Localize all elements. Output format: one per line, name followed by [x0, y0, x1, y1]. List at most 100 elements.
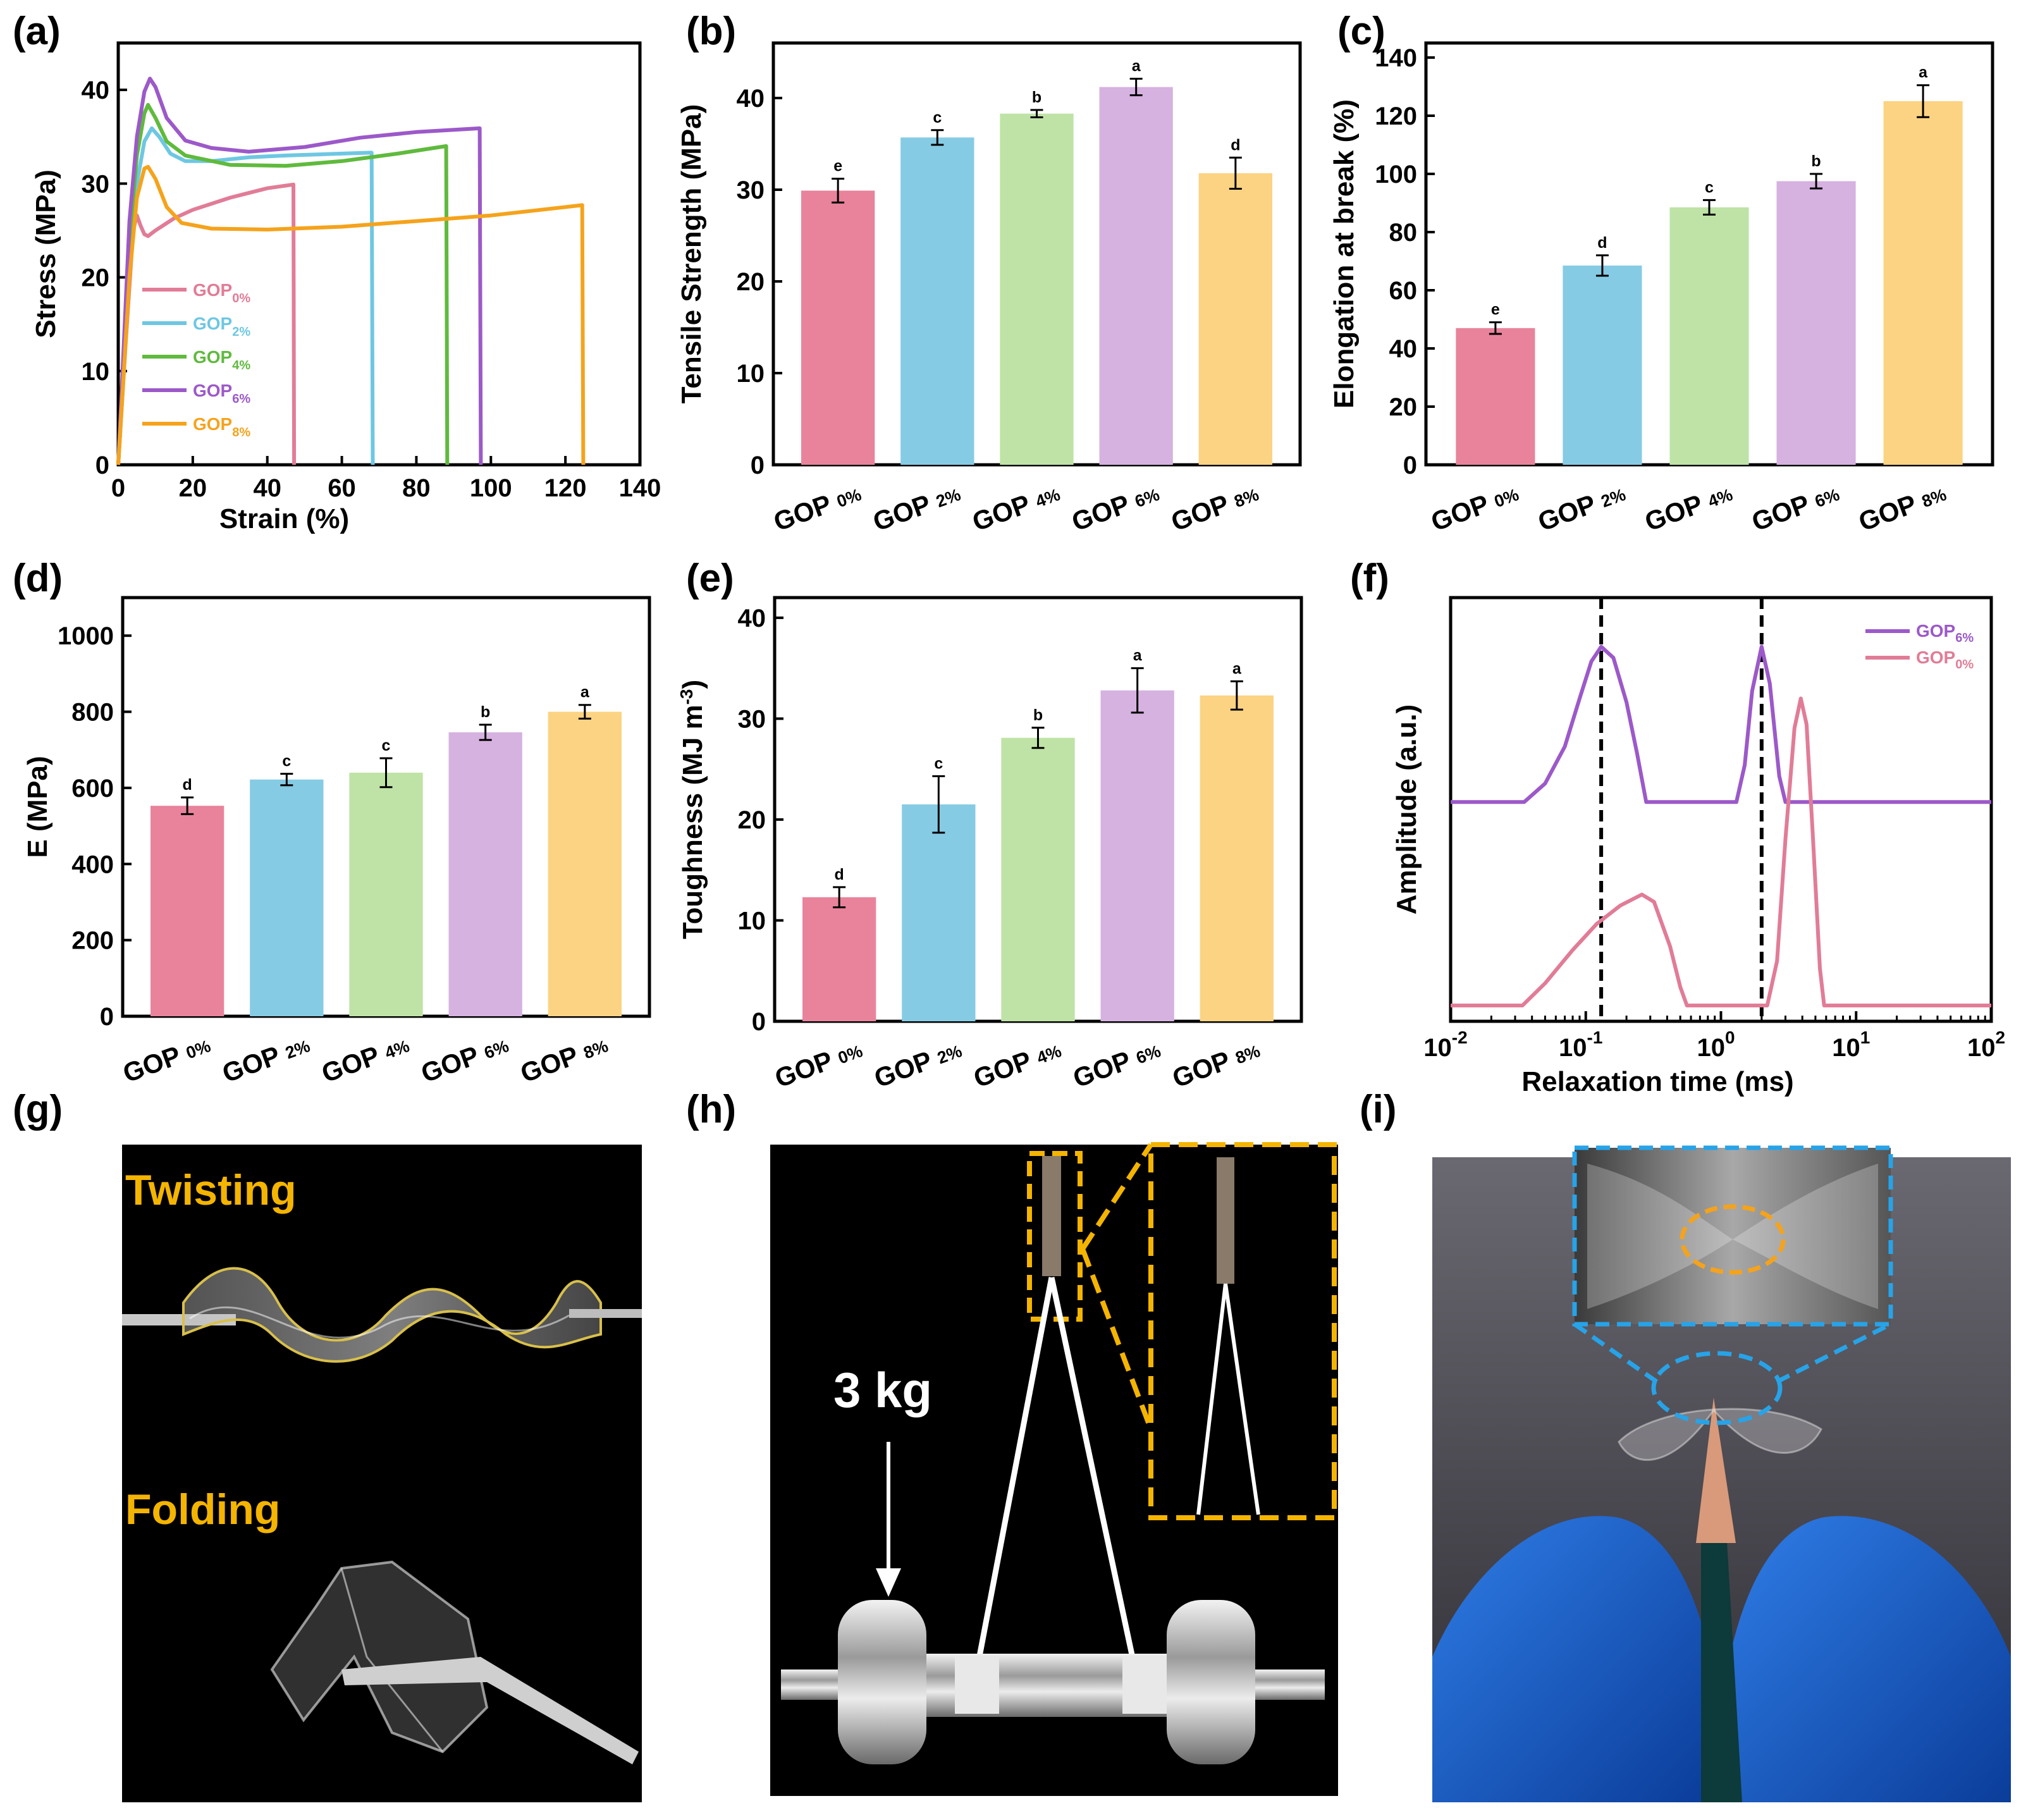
x-tick-label: 80	[402, 474, 431, 502]
glove-right	[1733, 1516, 2011, 1802]
category-label: GOP 4%	[317, 1030, 413, 1088]
panel-label-i: (i)	[1360, 1088, 1397, 1131]
category-label: GOP 4%	[1641, 478, 1736, 537]
panel-label-g: (g)	[13, 1088, 63, 1131]
y-axis-label-f: Amplitude (a.u.)	[1391, 704, 1422, 914]
plot-frame-a	[116, 41, 642, 467]
y-tick-label: 100	[1375, 161, 1417, 188]
category-label: GOP 6%	[1068, 478, 1164, 537]
y-axis-label-b: Tensile Strength (MPa)	[676, 104, 707, 403]
significance-letter: d	[1231, 136, 1240, 154]
bar-0%	[1456, 328, 1535, 465]
bar-2%	[902, 804, 976, 1021]
y-tick-label: 30	[738, 705, 766, 733]
significance-letter: b	[1033, 706, 1043, 724]
significance-letter: b	[481, 703, 490, 721]
y-tick-label: 800	[71, 699, 114, 727]
bar-4%	[1000, 113, 1074, 465]
chart-a-stress-strain: 0 10 20 30 40 0 20 40 60 80 100 120 140 Strain (%) Str…	[30, 41, 661, 534]
series-line-2%	[116, 126, 375, 465]
category-label: GOP 0%	[771, 1035, 866, 1093]
significance-letter: d	[1597, 234, 1607, 252]
y-tick-label: 40	[738, 605, 766, 632]
folding-label: Folding	[125, 1485, 280, 1534]
dumbbell-plate-right	[1167, 1600, 1255, 1764]
bar-4%	[1001, 737, 1075, 1021]
clamp	[1042, 1156, 1061, 1276]
inset-film-glare	[1587, 1164, 1878, 1309]
category-label: GOP 2%	[870, 1035, 966, 1093]
chart-b-tensile-strength: 0 10 20 30 40 Tensile Strength (MPa) e GOP 0% c G…	[676, 41, 1302, 537]
bar-6%	[1100, 690, 1174, 1021]
y-tick-label: 400	[71, 851, 114, 878]
chart-c-elongation: 0 20 40 60 80 100 120 140 Elongation at break (%…	[1329, 41, 1994, 537]
significance-letter: b	[1811, 152, 1821, 170]
x-tick-label: 10-1	[1559, 1028, 1602, 1062]
y-tick-label: 20	[737, 268, 765, 296]
y-tick-label: 10	[738, 907, 766, 935]
puncture-circle	[1680, 1204, 1786, 1275]
y-tick-label: 0	[95, 452, 109, 479]
film-strip-zoomed	[1196, 1283, 1260, 1515]
panel-label-d: (d)	[13, 556, 63, 600]
bar-4%	[349, 772, 423, 1016]
x-tick-label: 102	[1967, 1028, 2005, 1062]
pencil-tip	[1696, 1398, 1736, 1543]
zoom-line-top	[1080, 1143, 1153, 1251]
panel-label-a: (a)	[13, 9, 61, 53]
series-line-4%	[116, 102, 450, 465]
category-label: GOP 2%	[1534, 478, 1630, 537]
chart-d-modulus: 0 200 400 600 800 1000 E (MPa) d GOP 0% c GOP 2% c G…	[22, 596, 651, 1088]
x-tick-label: 60	[328, 474, 356, 502]
y-tick-label: 60	[1389, 277, 1418, 305]
bar-8%	[548, 711, 622, 1016]
category-label: GOP 2%	[218, 1030, 314, 1088]
y-tick-label: 1000	[58, 622, 114, 650]
y-tick-label: 40	[737, 85, 765, 113]
tape-right	[1122, 1657, 1167, 1714]
dumbbell-plate-left	[838, 1600, 926, 1764]
zoom-box-inset	[1148, 1142, 1337, 1520]
panel-label-h: (h)	[686, 1088, 736, 1131]
category-label: GOP 0%	[1427, 478, 1523, 537]
category-label: GOP 8%	[517, 1030, 612, 1088]
x-tick-label: 101	[1832, 1028, 1870, 1062]
category-label: GOP 8%	[1167, 478, 1263, 537]
series-line-6%	[116, 77, 483, 465]
significance-letter: d	[183, 776, 192, 794]
y-tick-label: 10	[737, 360, 765, 388]
film-strip-left	[974, 1277, 1055, 1670]
bar-0%	[801, 190, 875, 465]
bar-0%	[150, 806, 224, 1016]
y-tick-label: 40	[82, 77, 110, 104]
x-tick-label: 40	[253, 474, 281, 502]
y-tick-label: 0	[751, 452, 765, 479]
twisting-label: Twisting	[125, 1166, 297, 1214]
film-on-pencil	[1618, 1408, 1822, 1461]
panel-label-b: (b)	[686, 9, 736, 53]
plot-frame-f	[1449, 596, 1993, 1023]
zoom-ellipse	[1651, 1351, 1783, 1425]
significance-letter: b	[1032, 89, 1041, 106]
folded-film-shape	[270, 1560, 489, 1754]
bar-6%	[1776, 181, 1856, 465]
y-tick-label: 40	[1389, 335, 1418, 363]
legend-label-0%: GOP0%	[1916, 648, 1974, 672]
zoom-inset	[1572, 1145, 1893, 1327]
significance-letter: c	[282, 753, 291, 770]
bar-6%	[1099, 87, 1173, 465]
y-tick-label: 30	[82, 170, 110, 198]
category-label: GOP 8%	[1855, 478, 1950, 537]
significance-letter: a	[1132, 58, 1141, 75]
y-tick-label: 80	[1389, 219, 1418, 247]
chart-f-relaxation: 10-2 10-1 100 101 102 Relaxation time (ms) Amp…	[1391, 596, 2005, 1097]
bar-8%	[1200, 695, 1274, 1021]
y-tick-label: 0	[752, 1008, 766, 1036]
y-tick-label: 200	[71, 927, 114, 955]
legend-label-6%: GOP6%	[193, 381, 250, 406]
y-axis-label-c: Elongation at break (%)	[1329, 99, 1360, 409]
zoom-line-left	[1573, 1322, 1659, 1384]
tape-left	[955, 1657, 999, 1714]
y-axis-label-a: Stress (MPa)	[30, 169, 61, 338]
